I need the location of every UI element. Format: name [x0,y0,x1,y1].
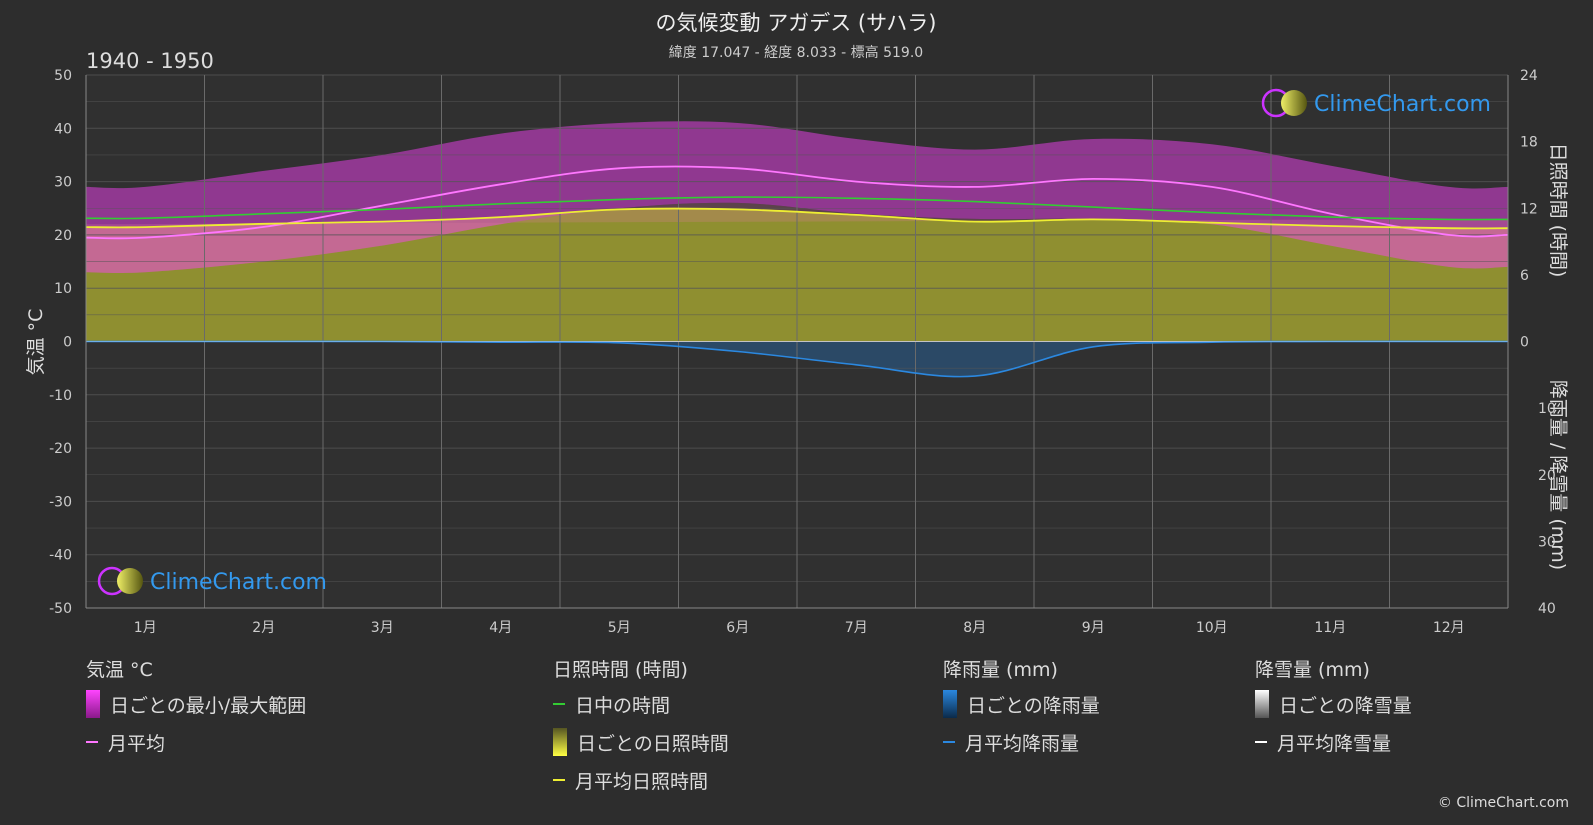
copyright: © ClimeChart.com [1437,795,1569,811]
chart-canvas: の気候変動 アガデス (サハラ) 緯度 17.047 - 経度 8.033 - … [25,11,1569,636]
watermark-top-text: ClimeChart.com [1314,92,1491,117]
right-tick-label-mm: 30 [1538,534,1556,550]
sunshine-avg-line-icon [553,779,565,781]
sunshine-swatch-icon [553,728,567,756]
month-tick-label: 7月 [845,620,868,636]
watermark-bottom-text: ClimeChart.com [150,570,327,595]
legend-temp-avg: 月平均 [86,723,306,761]
snow-avg-line-icon [1255,741,1267,743]
right-tick-label-hours: 6 [1520,268,1529,284]
legend-daylight: 日中の時間 [553,685,729,723]
month-tick-label: 3月 [371,620,394,636]
legend-snow-avg: 月平均降雪量 [1255,723,1412,761]
rain-swatch-icon [943,690,957,718]
legend-rain-header: 降雨量 (mm) [943,659,1058,681]
month-tick-label: 4月 [489,620,512,636]
legend-sun-daily-label: 日ごとの日照時間 [577,732,729,755]
rain-avg-line [85,340,1508,378]
legend-temp-range: 日ごとの最小/最大範囲 [86,685,306,723]
legend-rain-daily: 日ごとの降雨量 [943,685,1100,723]
month-tick-label: 6月 [726,620,749,636]
temp-avg-line-icon [86,741,98,743]
left-tick-label: 0 [63,335,72,351]
right-tick-label-hours: 12 [1520,201,1538,217]
period-label: 1940 - 1950 [86,49,214,73]
left-tick-label: 50 [54,68,72,84]
left-tick-label: -10 [49,388,72,404]
legend-snow-daily: 日ごとの降雪量 [1255,685,1412,723]
left-tick-label: -40 [49,548,72,564]
left-tick-label: 10 [54,281,72,297]
left-tick-label: 30 [54,175,72,191]
right-tick-label-hours: 18 [1520,135,1538,151]
right-tick-label-mm: 20 [1538,468,1556,484]
legend-temp: 気温 °C 日ごとの最小/最大範囲 月平均 [86,655,306,761]
legend-rain-avg: 月平均降雨量 [943,723,1100,761]
month-tick-label: 10月 [1196,620,1228,636]
legend-sun: 日照時間 (時間) 日中の時間 日ごとの日照時間 月平均日照時間 [553,655,729,799]
legend-sun-daily: 日ごとの日照時間 [553,723,729,761]
legend-rain-daily-label: 日ごとの降雨量 [967,694,1100,717]
month-tick-label: 2月 [252,620,275,636]
month-tick-label: 9月 [1082,620,1105,636]
legend-snow-daily-label: 日ごとの降雪量 [1279,694,1412,717]
temp-range-swatch-icon [86,690,100,718]
legend-sun-header: 日照時間 (時間) [553,659,688,681]
right-axis-bottom-label: 降雨量 / 降雪量 (mm) [1547,380,1569,570]
snow-swatch-icon [1255,690,1269,718]
legend: 気温 °C 日ごとの最小/最大範囲 月平均 日照時間 (時間) 日中の時間 日ご… [0,655,1593,825]
left-tick-label: 20 [54,228,72,244]
left-axis-label: 気温 °C [25,309,47,376]
legend-snow-header: 降雪量 (mm) [1255,659,1370,681]
sunshine-avg-line [85,207,1509,230]
right-tick-label-hours: 24 [1520,68,1538,84]
legend-rain-avg-label: 月平均降雨量 [965,732,1080,755]
legend-daylight-label: 日中の時間 [575,694,671,717]
daylight-line [85,196,1509,221]
month-tick-label: 8月 [963,620,986,636]
legend-rain: 降雨量 (mm) 日ごとの降雨量 月平均降雨量 [943,655,1100,761]
legend-temp-header: 気温 °C [86,659,153,681]
right-tick-label-mm: 40 [1538,601,1556,617]
legend-sun-avg-label: 月平均日照時間 [575,770,709,793]
legend-temp-avg-label: 月平均 [108,732,166,755]
legend-snow: 降雪量 (mm) 日ごとの降雪量 月平均降雪量 [1255,655,1412,761]
chart-title: の気候変動 アガデス (サハラ) [656,11,937,35]
watermark-bottom: ClimeChart.com [97,566,327,596]
rain-avg-line-icon [943,741,955,743]
right-axis-top-label: 日照時間 (時間) [1547,143,1569,278]
right-tick-label-mm: 10 [1538,401,1556,417]
left-tick-label: -30 [49,494,72,510]
daylight-line-icon [553,703,565,705]
watermark-top: ClimeChart.com [1261,88,1491,118]
month-tick-label: 5月 [608,620,631,636]
chart-subtitle: 緯度 17.047 - 経度 8.033 - 標高 519.0 [669,44,923,61]
left-tick-label: -20 [49,441,72,457]
left-tick-label: 40 [54,121,72,137]
month-tick-label: 11月 [1314,620,1346,636]
left-tick-label: -50 [49,601,72,617]
legend-snow-avg-label: 月平均降雪量 [1277,732,1392,755]
right-tick-label-hours: 0 [1520,335,1529,351]
temp-avg-line [85,165,1509,240]
month-tick-label: 12月 [1433,620,1465,636]
legend-temp-range-label: 日ごとの最小/最大範囲 [110,694,307,717]
legend-sun-avg: 月平均日照時間 [553,761,729,799]
month-tick-label: 1月 [134,620,157,636]
